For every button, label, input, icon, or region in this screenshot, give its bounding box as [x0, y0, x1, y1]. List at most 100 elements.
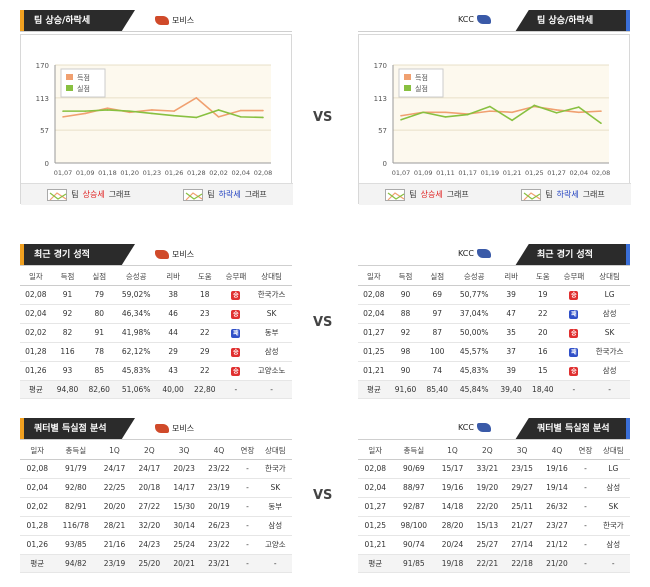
- recent-panel-right: KCC 최근 경기 성적 일자 득점 실점 승성공 리바 도움 승무패 상대팀 02,08 90 6…: [358, 244, 630, 399]
- cell-opp: LG: [596, 459, 630, 479]
- fall-graph-link[interactable]: 팀 하락세 그래프: [183, 188, 267, 201]
- cell-opp: 삼성: [596, 535, 630, 555]
- cell-q3: 20/23: [166, 459, 202, 479]
- x-tick-label: 01,25: [525, 169, 544, 177]
- y-tick-label: 57: [378, 127, 387, 135]
- cell-date: 01,28: [20, 516, 55, 536]
- column-header: 4Q: [201, 442, 237, 460]
- cell-opp: SK: [258, 478, 292, 498]
- cell-reb: 35: [495, 323, 527, 343]
- cell-total: 93/85: [54, 535, 98, 555]
- x-tick-label: 01,11: [436, 169, 455, 177]
- cell-reb: 46: [157, 304, 189, 324]
- cell-q1: 14/18: [435, 497, 470, 517]
- result-cell: 승: [558, 361, 590, 381]
- result-badge: 승: [231, 290, 241, 300]
- avg-q1: 19/18: [435, 554, 470, 573]
- avg-score: 94,80: [51, 380, 84, 399]
- cell-q2: 24/17: [131, 459, 167, 479]
- rise-prefix: 팀: [409, 190, 417, 199]
- cell-reb: 43: [157, 361, 189, 381]
- team-logo-icon: [155, 424, 169, 433]
- column-header: 승성공: [115, 268, 158, 286]
- x-tick-label: 01,07: [392, 169, 411, 177]
- trend-title-right: 팀 상승/하락세: [515, 10, 630, 32]
- data-point: [444, 116, 447, 118]
- avg-rate: 51,06%: [115, 380, 158, 399]
- team-logo-icon: [476, 15, 491, 24]
- column-header: 3Q: [504, 442, 540, 460]
- team-label-left: 모비스: [155, 15, 194, 26]
- result-badge: 패: [569, 309, 579, 319]
- avg-res: -: [220, 380, 252, 399]
- avg-opp: -: [589, 380, 630, 399]
- cell-q3: 29/27: [504, 478, 540, 498]
- vs-label: VS: [313, 488, 333, 503]
- quarter-title-left: 쿼터별 득실점 분석: [20, 418, 135, 440]
- cell-opp: 삼성: [589, 304, 630, 324]
- cell-ast: 19: [526, 285, 559, 305]
- column-header: 상대팀: [251, 268, 292, 286]
- recent-panel-left: 최근 경기 성적 모비스 일자 득점 실점 승성공 리바 도움 승무패 상대팀 02,08 91 7…: [20, 244, 292, 399]
- rise-graph-link[interactable]: 팀 상승세 그래프: [385, 188, 469, 201]
- data-point: [422, 111, 425, 114]
- cell-opp: SK: [589, 323, 630, 343]
- cell-q4: 23/27: [539, 516, 575, 536]
- cell-date: 01,26: [20, 361, 52, 381]
- table-row: 01,26 93 85 45,83% 43 22 승 고양소노: [20, 361, 292, 381]
- table-row: 01,27 92/87 14/18 22/20 25/11 26/32- SK: [358, 497, 630, 517]
- cell-q3: 14/17: [166, 478, 202, 498]
- cell-score: 88: [389, 304, 422, 324]
- cell-ot: -: [574, 535, 597, 555]
- cell-opp: 한국가: [258, 459, 292, 479]
- table-row: 02,04 88 97 37,04% 47 22 패 삼성: [358, 304, 630, 324]
- data-point: [217, 109, 220, 111]
- table-row: 01,28 116/78 28/21 32/20 30/14 26/23- 삼성: [20, 516, 292, 536]
- rise-suffix: 그래프: [108, 190, 131, 199]
- fall-graph-link[interactable]: 팀 하락세 그래프: [521, 188, 605, 201]
- cell-opp: 삼성: [251, 342, 292, 362]
- x-tick-label: 01,28: [187, 169, 206, 177]
- data-point: [555, 109, 558, 111]
- x-tick-label: 01,20: [120, 169, 139, 177]
- data-point: [577, 111, 580, 114]
- x-tick-label: 02,08: [254, 169, 273, 177]
- cell-rate: 59,02%: [115, 285, 158, 305]
- column-header: 득점: [389, 268, 422, 286]
- data-point: [128, 110, 131, 112]
- cell-q1: 28/20: [435, 516, 470, 536]
- fall-suffix: 그래프: [582, 190, 605, 199]
- fall-word: 하락세: [556, 190, 579, 199]
- cell-score: 98: [389, 342, 422, 362]
- y-tick-label: 170: [36, 62, 49, 70]
- fall-prefix: 팀: [545, 190, 553, 199]
- legend-swatch: [66, 85, 73, 91]
- team-label-right: KCC: [458, 423, 491, 432]
- column-header: 3Q: [166, 442, 202, 460]
- cell-q1: 20/24: [435, 535, 470, 555]
- cell-ot: -: [574, 478, 597, 498]
- table-header-row: 일자 득점 실점 승성공 리바 도움 승무패 상대팀: [358, 268, 630, 286]
- cell-opp: SK: [596, 497, 630, 517]
- cell-q2: 24/23: [131, 535, 167, 555]
- cell-opp: LG: [589, 285, 630, 305]
- cell-q1: 19/16: [435, 478, 470, 498]
- cell-q3: 25/24: [166, 535, 202, 555]
- team-logo-icon: [155, 16, 169, 25]
- x-tick-label: 01,07: [54, 169, 73, 177]
- recent-title-right: 최근 경기 성적: [515, 244, 630, 266]
- data-point: [600, 110, 602, 112]
- cell-score: 90: [389, 285, 422, 305]
- rise-graph-link[interactable]: 팀 상승세 그래프: [47, 188, 131, 201]
- cell-ot: -: [236, 535, 259, 555]
- table-header-row: 일자 총득실 1Q 2Q 3Q 4Q 연장 상대팀: [358, 442, 630, 460]
- trend-panel-left: 팀 상승/하락세 모비스 0 57 113 170 01,07 01,09 01,18 01,…: [20, 10, 293, 205]
- team-name: 모비스: [172, 250, 195, 259]
- chart-footer: 팀 상승세 그래프 팀 하락세 그래프: [21, 183, 293, 205]
- legend-label: 득점: [77, 74, 90, 82]
- series-line-0: [400, 105, 602, 117]
- data-point: [577, 106, 580, 108]
- data-point: [600, 122, 602, 125]
- vs-label: VS: [313, 110, 333, 125]
- column-header: 리바: [495, 268, 527, 286]
